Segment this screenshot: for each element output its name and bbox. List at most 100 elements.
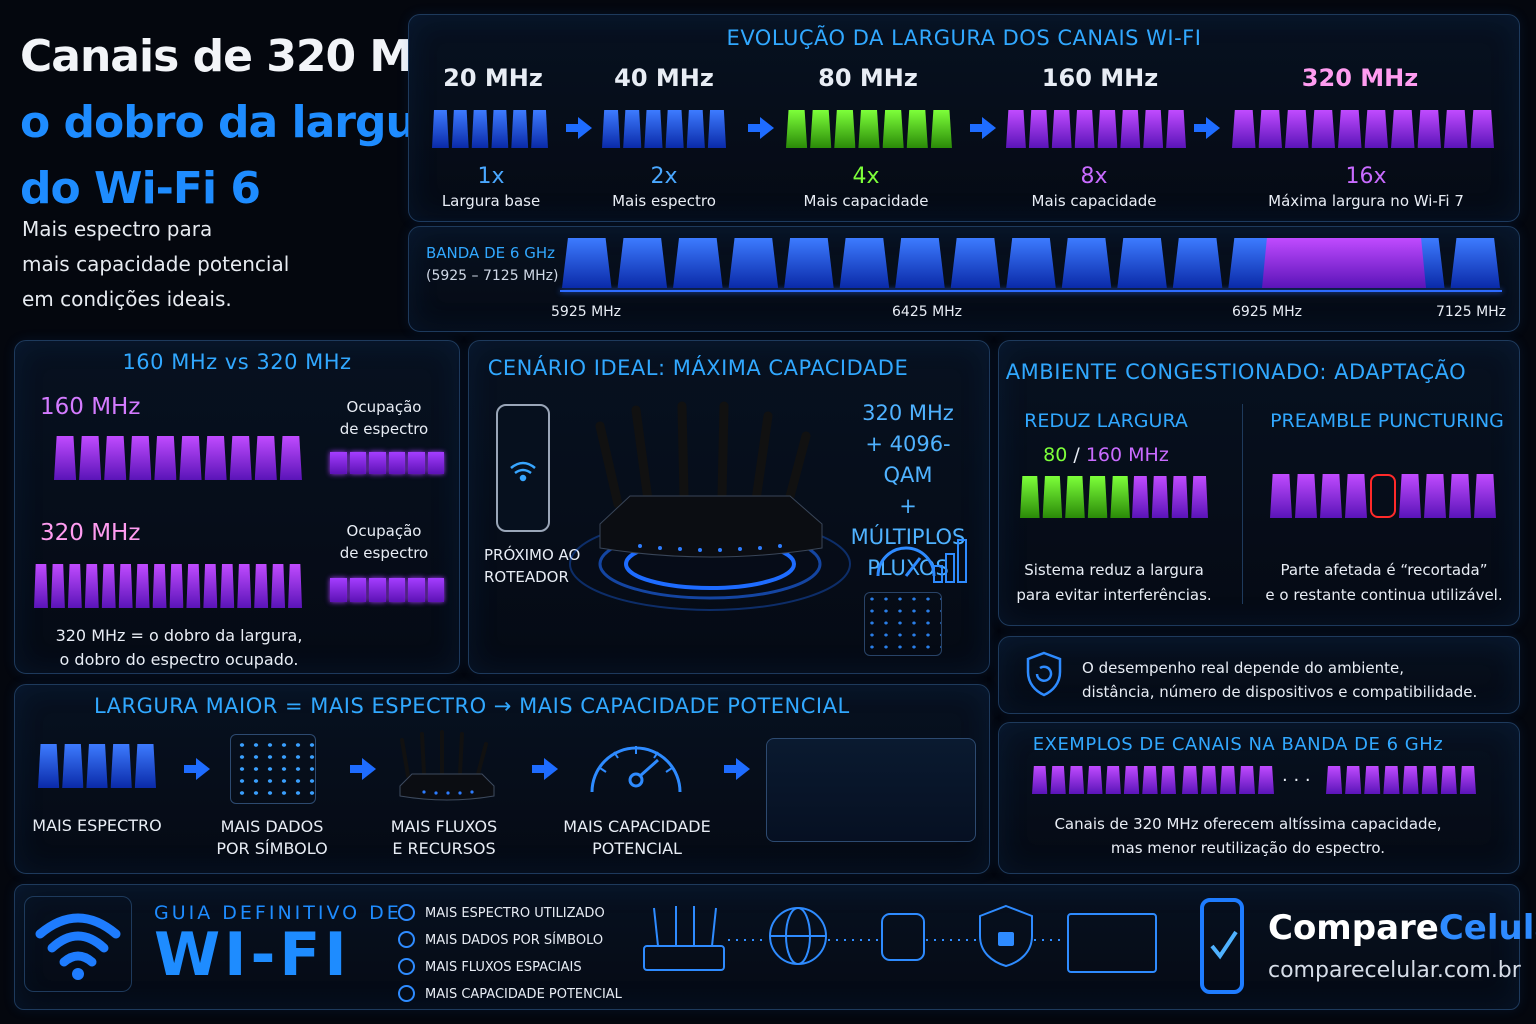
punct-desc-2: e o restante continua utilizável. [1265, 586, 1503, 604]
reduce-sep: / [1067, 444, 1086, 466]
evo-mult-2x: 2x [650, 164, 678, 189]
ideal-specs: 320 MHz + 4096-QAM + MÚLTIPLOS PLUXOS [846, 398, 970, 584]
brand-part-b: Celular [1438, 908, 1536, 948]
examples-title: EXEMPLOS DE CANAIS NA BANDA DE 6 GHz [1032, 734, 1444, 755]
arrow-icon [566, 117, 592, 139]
near-line-1: PRÓXIMO AO [484, 546, 581, 564]
compare-celular-logo-icon [1200, 898, 1244, 994]
check-icon [398, 985, 415, 1002]
congested-title: AMBIENTE CONGESTIONADO: ADAPTAÇÃO [1005, 360, 1467, 384]
flow-step-4-b: POTENCIAL [592, 839, 682, 858]
reduce-160-label: 160 MHz [1085, 444, 1169, 466]
examples-desc-1: Canais de 320 MHz oferecem altíssima cap… [1054, 815, 1442, 833]
check-item: MAIS ESPECTRO UTILIZADO [398, 900, 622, 927]
spec-line-1: 320 MHz [862, 401, 954, 425]
subtitle-line-2: mais capacidade potencial [22, 252, 290, 276]
flow-router-icon [399, 730, 495, 801]
band-tick-6925: 6925 MHz [1232, 304, 1303, 320]
flow-step-2-a: MAIS DADOS [220, 817, 324, 836]
shield-icon [1026, 651, 1062, 697]
congested-divider [1242, 404, 1243, 604]
evo-width-80: 80 MHz [818, 64, 918, 92]
compare-note-1: 320 MHz = o dobro da largura, [55, 626, 303, 645]
speedometer-icon [876, 539, 967, 583]
qam-constellation-icon [864, 592, 942, 656]
title-line-3: do Wi-Fi 6 [20, 163, 261, 214]
reduce-desc: Sistema reduz a largura para evitar inte… [1004, 558, 1224, 608]
band-tick-5925: 5925 MHz [551, 304, 622, 320]
band-axis [560, 290, 1502, 292]
wifi-logo-box [24, 896, 132, 992]
check-item: MAIS CAPACIDADE POTENCIAL [398, 981, 622, 1008]
flow-speedometer-icon [590, 746, 682, 793]
reduce-desc-1: Sistema reduz a largura [1024, 561, 1204, 579]
compare-320-channels [34, 564, 302, 608]
arrow-icon [532, 758, 558, 780]
check-icon [398, 958, 415, 975]
compare-panel [14, 340, 460, 674]
flow-step-4-a: MAIS CAPACIDADE [563, 817, 711, 836]
evo-desc-1: Largura base [441, 192, 541, 210]
near-router-label: PRÓXIMO AO ROTEADOR [484, 544, 580, 588]
evo-width-40: 40 MHz [614, 64, 714, 92]
example-channel-3 [1326, 766, 1476, 794]
puncturing-desc: Parte afetada é “recortada” e o restante… [1246, 558, 1522, 608]
ideal-title: CENÁRIO IDEAL: MÁXIMA CAPACIDADE [487, 356, 909, 380]
arrow-icon [184, 758, 210, 780]
examples-desc-2: mas menor reutilização do espectro. [1110, 839, 1386, 857]
example-ellipsis: · · · [1282, 770, 1311, 791]
evo-channel-40 [602, 110, 727, 148]
compare-note: 320 MHz = o dobro da largura, o dobro do… [14, 624, 344, 672]
compare-occ-2: Ocupação de espectro [326, 520, 442, 564]
occ-line-2: de espectro [339, 420, 429, 438]
evo-width-20: 20 MHz [443, 64, 543, 92]
compare-note-2: o dobro do espectro ocupado. [59, 650, 299, 669]
evo-mult-4x: 4x [852, 164, 880, 189]
flow-step-3-a: MAIS FLUXOS [390, 817, 498, 836]
arrow-icon [724, 758, 750, 780]
spec-line-2: + 4096-QAM [865, 432, 951, 487]
evo-desc-2: Mais espectro [612, 192, 716, 210]
reduce-desc-2: para evitar interferências. [1016, 586, 1212, 604]
flow-step-3: MAIS FLUXOS E RECURSOS [366, 816, 522, 860]
band-range: (5925 – 7125 MHz) [426, 268, 559, 284]
note-line-2: distância, número de dispositivos e comp… [1082, 683, 1478, 701]
check-label: MAIS CAPACIDADE POTENCIAL [425, 987, 622, 1002]
evolution-panel [408, 14, 1520, 222]
evo-channel-160 [1006, 110, 1186, 148]
reduce-80-label: 80 [1043, 444, 1068, 466]
flow-step-1: MAIS ESPECTRO [32, 816, 162, 835]
compare-occ-1: Ocupação de espectro [326, 396, 442, 440]
band-label: BANDA DE 6 GHz [426, 244, 555, 262]
example-channel-2 [1182, 766, 1274, 794]
evo-mult-8x: 8x [1080, 164, 1108, 189]
occ-line-1: Ocupação [346, 522, 422, 540]
evo-channel-80 [786, 110, 952, 148]
wifi-wordmark: WI-FI [154, 920, 351, 990]
router-icon [569, 401, 851, 611]
check-icon [398, 931, 415, 948]
note-text: O desempenho real depende do ambiente, d… [1082, 656, 1477, 704]
occ-line-2: de espectro [339, 544, 429, 562]
check-label: MAIS FLUXOS ESPACIAIS [425, 960, 582, 975]
guide-label: GUIA DEFINITIVO DE [154, 902, 402, 924]
evo-channel-320 [1232, 110, 1494, 148]
phone-icon [496, 404, 550, 532]
flow-title: LARGURA MAIOR = MAIS ESPECTRO → MAIS CAP… [94, 694, 850, 718]
example-channel-1 [1032, 766, 1176, 794]
occ-line-1: Ocupação [346, 398, 422, 416]
footer-checklist: MAIS ESPECTRO UTILIZADO MAIS DADOS POR S… [398, 900, 622, 1008]
note-line-1: O desempenho real depende do ambiente, [1082, 659, 1404, 677]
flow-screen-icon [766, 738, 976, 842]
brand-name: CompareCelular [1268, 908, 1536, 948]
brand-url[interactable]: comparecelular.com.br [1268, 958, 1521, 983]
note-panel [998, 636, 1520, 714]
evo-width-160: 160 MHz [1041, 64, 1159, 92]
evo-mult-1x: 1x [477, 164, 505, 189]
wifi-icon [35, 913, 121, 980]
compare-title: 160 MHz vs 320 MHz [122, 350, 352, 374]
check-item: MAIS DADOS POR SÍMBOLO [398, 927, 622, 954]
examples-panel [998, 722, 1520, 874]
reduce-width-title: REDUZ LARGURA [1024, 410, 1188, 432]
arrow-icon [970, 117, 996, 139]
